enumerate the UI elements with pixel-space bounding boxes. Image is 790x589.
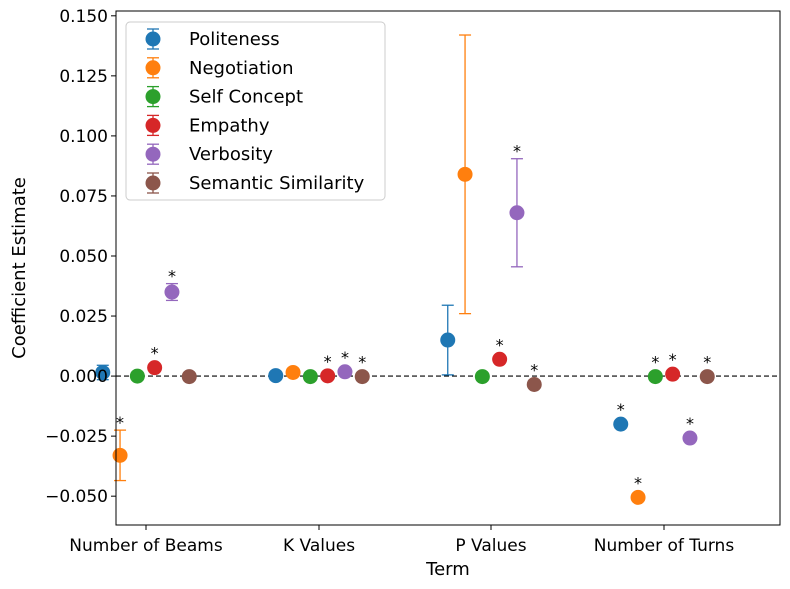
data-point	[112, 447, 128, 463]
data-point	[268, 368, 284, 384]
y-tick-label: −0.025	[45, 427, 108, 447]
x-tick-label: P Values	[455, 536, 526, 556]
legend-marker	[145, 175, 161, 191]
significance-star: *	[686, 414, 694, 433]
y-tick-label: 0.125	[59, 67, 108, 87]
legend-marker	[145, 31, 161, 47]
y-tick-label: 0.100	[59, 127, 108, 147]
x-tick-label: Number of Beams	[69, 536, 223, 556]
data-point	[492, 351, 508, 367]
significance-star: *	[617, 400, 625, 419]
significance-star: *	[151, 344, 159, 363]
axis-layer: 0.150 0.125 0.100 0.075 0.050 0.025 0.000 −0.02…	[45, 7, 781, 556]
data-point	[665, 366, 681, 382]
significance-star: *	[634, 473, 642, 492]
legend-label: Negotiation	[189, 58, 294, 79]
y-tick-label: 0.025	[59, 307, 108, 327]
data-point	[129, 368, 145, 384]
legend-marker	[145, 60, 161, 76]
data-point	[181, 369, 197, 385]
x-tick-label: K Values	[283, 536, 355, 556]
plot-layer: * * * * * * * * * * * * * * *	[95, 34, 780, 505]
legend: Politeness Negotiation Self Concept Empathy…	[125, 21, 386, 201]
data-point	[630, 489, 646, 505]
data-point	[95, 364, 111, 380]
data-point	[302, 369, 318, 385]
data-point	[509, 205, 525, 221]
data-point	[699, 369, 715, 385]
y-tick-label: −0.050	[45, 487, 108, 507]
plot-frame	[115, 10, 781, 526]
data-point	[613, 416, 629, 432]
legend-marker	[145, 89, 161, 105]
data-point	[647, 369, 663, 385]
significance-star: *	[669, 350, 677, 369]
data-point	[474, 369, 490, 385]
data-point	[164, 284, 180, 300]
y-tick-label: 0.075	[59, 187, 108, 207]
data-point	[457, 166, 473, 182]
data-point	[682, 430, 698, 446]
data-point	[337, 364, 353, 380]
y-tick-label: 0.050	[59, 247, 108, 267]
significance-star: *	[168, 267, 176, 286]
data-point	[354, 369, 370, 385]
legend-marker	[145, 117, 161, 133]
significance-star: *	[530, 360, 538, 379]
data-point	[147, 360, 163, 376]
legend-label: Self Concept	[189, 87, 303, 108]
legend-label: Politeness	[189, 29, 280, 50]
y-tick-label: 0.000	[59, 367, 108, 387]
x-axis-label: Term	[425, 559, 470, 580]
data-point	[285, 364, 301, 380]
significance-star: *	[116, 413, 124, 432]
legend-box	[125, 21, 386, 201]
significance-star: *	[496, 335, 504, 354]
legend-marker	[145, 146, 161, 162]
significance-star: *	[341, 348, 349, 367]
data-point	[526, 376, 542, 392]
significance-star: *	[358, 353, 366, 372]
x-tick-label: Number of Turns	[594, 536, 735, 556]
data-point	[320, 368, 336, 384]
y-tick-label: 0.150	[59, 7, 108, 27]
legend-label: Empathy	[189, 115, 270, 136]
significance-star: *	[703, 353, 711, 372]
significance-star: *	[513, 142, 521, 161]
data-point	[440, 332, 456, 348]
legend-label: Semantic Similarity	[189, 173, 365, 194]
significance-star: *	[324, 352, 332, 371]
legend-label: Verbosity	[189, 144, 273, 165]
significance-star: *	[651, 353, 659, 372]
y-axis-label: Coefficient Estimate	[9, 177, 30, 359]
